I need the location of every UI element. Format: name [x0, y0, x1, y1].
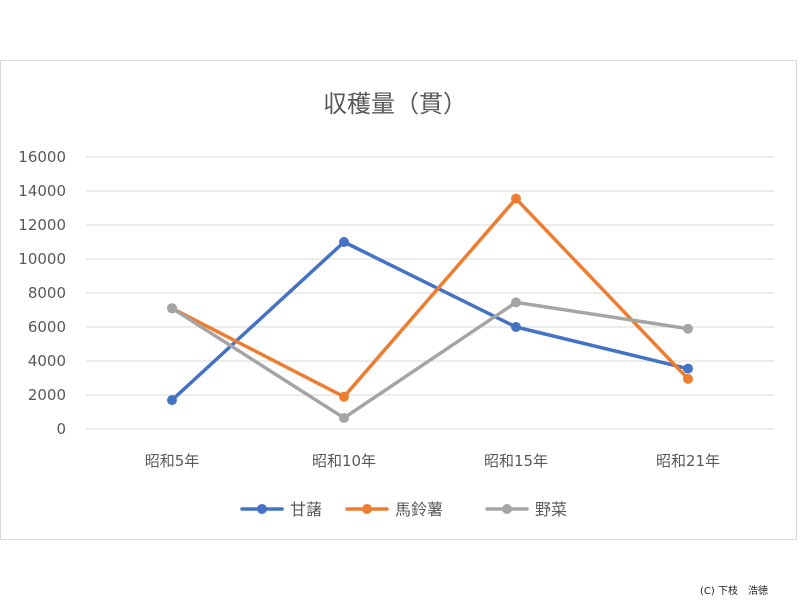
data-point	[511, 193, 521, 204]
x-tick-label: 昭和21年	[656, 452, 720, 470]
y-tick-label: 0	[56, 420, 66, 438]
series-1	[167, 237, 693, 406]
y-tick-label: 4000	[28, 352, 66, 370]
y-axis-ticks: 0 2000 4000 6000 8000 10000 12000 14000 16000	[18, 148, 66, 438]
series-layer	[167, 193, 693, 423]
data-point	[511, 322, 521, 332]
legend: 甘藷 馬鈴薯 野菜	[240, 500, 567, 519]
x-axis-ticks: 昭和5年 昭和10年 昭和15年 昭和21年	[145, 452, 720, 470]
copyright-credit: (C) 下枝 浩徳	[700, 586, 768, 597]
legend-label: 馬鈴薯	[395, 500, 443, 519]
data-point	[339, 391, 349, 402]
legend-entry: 甘藷	[240, 500, 322, 519]
y-tick-label: 6000	[28, 318, 66, 336]
y-tick-label: 8000	[28, 284, 66, 302]
y-tick-label: 2000	[28, 386, 66, 404]
series-line	[170, 240, 690, 402]
legend-entry: 野菜	[485, 500, 567, 519]
x-tick-label: 昭和5年	[145, 452, 200, 470]
legend-swatch-marker	[502, 504, 512, 514]
data-point	[683, 323, 693, 334]
series-line	[170, 300, 690, 420]
data-point	[167, 395, 177, 406]
y-tick-label: 12000	[18, 216, 66, 234]
legend-label: 甘藷	[290, 500, 322, 519]
legend-swatch-marker	[362, 504, 372, 514]
legend-label: 野菜	[535, 500, 567, 519]
series-line	[170, 196, 690, 399]
chart-area	[0, 60, 797, 540]
series-3	[167, 297, 693, 423]
legend-swatch-marker	[257, 504, 267, 514]
legend-entry: 馬鈴薯	[345, 500, 443, 519]
data-point	[683, 373, 693, 384]
data-point	[511, 297, 521, 308]
y-tick-label: 10000	[18, 250, 66, 268]
y-tick-label: 16000	[18, 148, 66, 166]
x-tick-label: 昭和10年	[312, 452, 376, 470]
data-point	[339, 237, 349, 247]
data-point	[683, 363, 693, 374]
data-point	[167, 303, 177, 314]
grid-lines	[86, 156, 774, 430]
x-tick-label: 昭和15年	[484, 452, 548, 470]
y-tick-label: 14000	[18, 182, 66, 200]
chart-title: 収穫量（貫）	[323, 90, 467, 118]
data-point	[339, 412, 349, 423]
